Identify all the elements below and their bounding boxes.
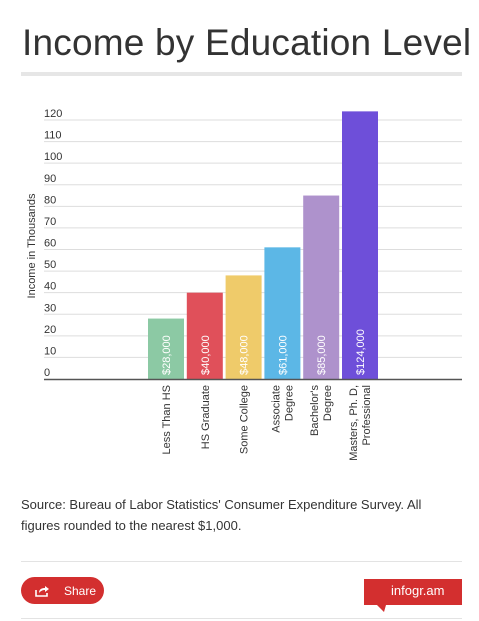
y-tick-label: 10 <box>44 345 56 357</box>
category-label: Degree <box>322 385 334 421</box>
bar-value-label: $28,000 <box>161 335 173 375</box>
y-axis-ticks: 0 10 20 30 40 50 60 70 80 90 100 110 120 <box>44 108 62 379</box>
category-label: Some College <box>239 385 251 454</box>
share-button[interactable]: Share <box>21 577 104 604</box>
footer-divider-bottom <box>21 618 462 619</box>
y-tick-label: 60 <box>44 238 56 250</box>
grid-lines <box>44 119 462 358</box>
category-label: Less Than HS <box>161 385 173 455</box>
category-label: Masters, Ph. D, <box>348 385 360 461</box>
y-axis-label: Income in Thousands <box>26 193 38 298</box>
category-labels: Less Than HS HS Graduate Some College Assoc… <box>161 385 373 461</box>
category-label: HS Graduate <box>200 385 212 449</box>
y-tick-label: 110 <box>44 130 62 142</box>
brand-text: infogr.am <box>391 583 445 598</box>
category-label: Bachelor's <box>309 385 321 437</box>
title-divider <box>21 72 462 76</box>
footer-divider-top <box>21 561 462 562</box>
bar-value-label: $40,000 <box>200 335 212 375</box>
share-button-label: Share <box>64 583 97 598</box>
category-label: Associate <box>270 385 282 433</box>
bar-value-label: $85,000 <box>316 335 328 375</box>
brand-logo[interactable] <box>364 576 462 612</box>
bar <box>148 318 184 379</box>
bar <box>225 275 262 379</box>
y-tick-label: 20 <box>44 324 56 336</box>
bar-value-label: $48,000 <box>239 335 251 375</box>
y-tick-label: 40 <box>44 281 56 293</box>
bar <box>264 247 301 379</box>
y-tick-label: 100 <box>44 151 62 163</box>
bar-value-label: $61,000 <box>277 335 289 375</box>
bars: $28,000 $40,000 $48,000 $61,000 $85,000 $124,… <box>148 111 378 379</box>
y-tick-label: 30 <box>44 302 56 314</box>
bar <box>186 292 223 379</box>
chart-title: Income by Education Level <box>22 22 472 63</box>
y-tick-label: 80 <box>44 194 56 206</box>
bar <box>303 195 340 379</box>
y-tick-label: 90 <box>44 173 56 185</box>
bar-value-label: $124,000 <box>355 329 367 375</box>
category-label: Degree <box>283 385 295 421</box>
share-icon <box>35 585 49 597</box>
y-tick-label: 120 <box>44 108 62 120</box>
y-tick-label: 0 <box>44 367 50 379</box>
bar <box>342 111 378 379</box>
category-label: Professional <box>361 385 373 446</box>
y-tick-label: 50 <box>44 259 56 271</box>
bar-chart: 0 10 20 30 40 50 60 70 80 90 100 110 120 Income in T… <box>26 108 462 461</box>
y-tick-label: 70 <box>44 216 56 228</box>
source-note: Source: Bureau of Labor Statistics' Cons… <box>21 497 422 533</box>
